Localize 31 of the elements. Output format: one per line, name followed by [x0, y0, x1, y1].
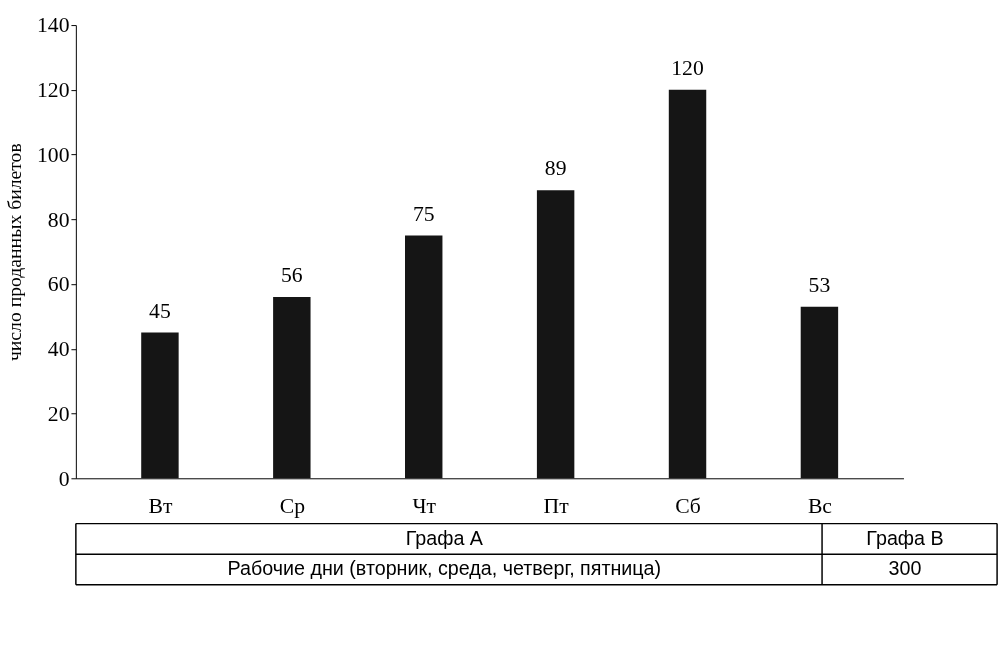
bar — [405, 235, 443, 479]
y-tick-label: 40 — [47, 337, 70, 362]
text: Рабочие дни (вторник, среда, четверг, пятница) — [227, 557, 662, 580]
y-tick-label: 0 — [58, 466, 70, 491]
x-tick-label: Чт — [412, 494, 437, 519]
x-tick-label: Пт — [543, 494, 570, 519]
data-label: 89 — [544, 156, 567, 181]
bar — [800, 306, 839, 479]
bar — [536, 190, 575, 479]
data-label: 53 — [808, 272, 831, 297]
y-tick-label: 80 — [47, 207, 70, 232]
bar — [141, 332, 179, 479]
x-tick-label: Вт — [148, 494, 173, 519]
data-label: 56 — [281, 263, 303, 288]
bar — [668, 89, 707, 479]
text: 300 — [888, 557, 922, 580]
x-tick-label: Ср — [279, 494, 305, 519]
y-axis-title: число проданных билетов — [3, 143, 26, 362]
y-tick-label: 120 — [36, 78, 70, 103]
text: Графа В — [866, 526, 944, 549]
y-tick-label: 100 — [36, 142, 70, 167]
data-label: 75 — [412, 201, 435, 226]
bar — [273, 297, 311, 479]
data-label: 120 — [671, 56, 704, 81]
x-tick-label: Сб — [675, 494, 701, 519]
x-tick-label: Вс — [807, 494, 832, 519]
data-label: 45 — [149, 298, 171, 323]
y-tick-label: 60 — [47, 272, 70, 297]
y-tick-label: 140 — [36, 13, 70, 38]
text: Графа А — [405, 526, 484, 549]
y-tick-label: 20 — [47, 401, 70, 426]
